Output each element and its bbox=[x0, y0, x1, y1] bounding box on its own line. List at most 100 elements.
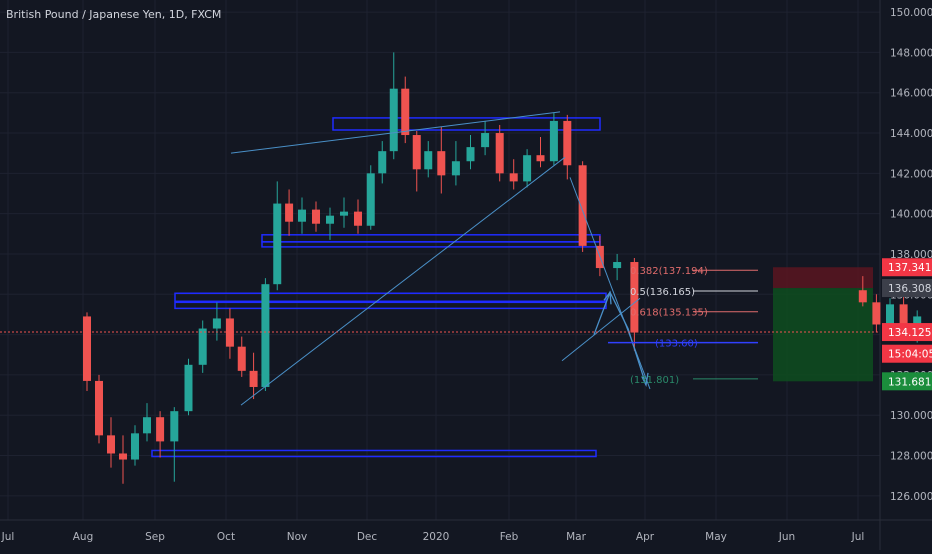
candle bbox=[509, 159, 518, 190]
candle bbox=[156, 411, 165, 458]
trendline-support bbox=[561, 297, 641, 362]
candle-body bbox=[495, 133, 504, 174]
candle bbox=[119, 435, 127, 484]
candle-body bbox=[312, 209, 320, 224]
candle bbox=[578, 161, 587, 252]
candles bbox=[83, 52, 922, 484]
trendline-lower bbox=[240, 156, 566, 406]
candle bbox=[261, 278, 270, 392]
candle-body bbox=[613, 262, 622, 269]
candle-body bbox=[412, 135, 421, 170]
candle-body bbox=[298, 209, 306, 222]
candle bbox=[613, 253, 622, 281]
price-tick-label: 126.000 bbox=[890, 491, 932, 503]
candle bbox=[466, 135, 475, 170]
fib-level-label: 0.382(137.194) bbox=[630, 266, 708, 277]
candle bbox=[536, 137, 545, 168]
candle-body bbox=[899, 304, 908, 331]
candle bbox=[83, 312, 91, 392]
candle-body bbox=[401, 88, 410, 136]
candle-body bbox=[107, 435, 115, 454]
candle bbox=[212, 302, 221, 341]
stop-loss-zone bbox=[773, 267, 873, 289]
candle bbox=[481, 120, 490, 156]
candle-body bbox=[378, 151, 387, 174]
candle-body bbox=[170, 411, 179, 442]
time-tick-label: Apr bbox=[636, 531, 655, 543]
candle-body bbox=[143, 417, 151, 434]
candle bbox=[285, 189, 294, 236]
fib-level-label: (133.60) bbox=[655, 339, 698, 350]
candle bbox=[143, 403, 151, 442]
candle-body bbox=[354, 211, 362, 226]
candle-body bbox=[340, 211, 348, 216]
grid bbox=[0, 0, 880, 520]
candle-body bbox=[523, 155, 532, 182]
time-tick-label: Feb bbox=[500, 531, 519, 543]
candle-body bbox=[198, 328, 207, 365]
candle-body bbox=[237, 346, 246, 371]
candle-body bbox=[273, 203, 282, 285]
candle bbox=[424, 141, 433, 178]
trendline-upper bbox=[230, 111, 561, 154]
candle bbox=[131, 425, 139, 466]
price-label-box bbox=[882, 344, 932, 363]
arrow-head bbox=[603, 290, 612, 305]
candle bbox=[326, 207, 334, 240]
candle bbox=[184, 358, 193, 416]
candle bbox=[312, 201, 320, 232]
candle-body bbox=[466, 147, 475, 162]
candle bbox=[549, 112, 558, 166]
candle-body bbox=[389, 88, 398, 152]
candle bbox=[378, 141, 387, 184]
candle bbox=[630, 257, 639, 351]
price-label-box bbox=[882, 323, 932, 342]
candle bbox=[495, 124, 504, 182]
candle bbox=[198, 320, 207, 373]
time-tick-label: Nov bbox=[287, 531, 308, 543]
candle bbox=[858, 276, 867, 307]
price-label: 15:04:05 bbox=[888, 349, 932, 361]
price-label-box bbox=[882, 258, 932, 277]
candle-body bbox=[212, 318, 221, 329]
candle bbox=[401, 76, 410, 144]
candle-body bbox=[481, 133, 490, 148]
price-label-box bbox=[882, 372, 932, 391]
time-tick-label: Jun bbox=[778, 531, 795, 543]
candle bbox=[273, 181, 282, 291]
time-tick-label: Dec bbox=[357, 531, 378, 543]
price-tick-label: 148.000 bbox=[890, 47, 932, 59]
price-tick-label: 146.000 bbox=[890, 88, 932, 100]
candle-body bbox=[261, 284, 270, 387]
chart-title: British Pound / Japanese Yen, 1D, FXCM bbox=[6, 8, 222, 21]
price-label: 131.681 bbox=[888, 376, 931, 388]
candle bbox=[298, 197, 306, 234]
candle bbox=[95, 374, 103, 444]
candle-body bbox=[249, 370, 258, 387]
candle-body bbox=[119, 453, 127, 460]
candle-body bbox=[156, 417, 165, 442]
time-tick-label: Aug bbox=[73, 531, 94, 543]
candle bbox=[225, 308, 234, 359]
candle-body bbox=[131, 433, 139, 460]
candle bbox=[872, 294, 881, 333]
candle-body bbox=[630, 262, 639, 333]
candle-body bbox=[563, 120, 572, 166]
price-label: 137.341 bbox=[888, 262, 931, 274]
price-tick-label: 130.000 bbox=[890, 410, 932, 422]
support-resistance-zone bbox=[332, 117, 601, 131]
candle-body bbox=[536, 155, 545, 162]
candle-body bbox=[872, 302, 881, 325]
candle bbox=[412, 131, 421, 192]
candle-body bbox=[285, 203, 294, 222]
candle-body bbox=[95, 380, 103, 436]
time-tick-label: 2020 bbox=[423, 531, 450, 543]
candle-body bbox=[326, 215, 334, 224]
candle-body bbox=[424, 151, 433, 170]
time-tick-label: Jul bbox=[851, 531, 865, 543]
candle bbox=[451, 141, 460, 186]
arrow-head bbox=[641, 372, 649, 388]
projected-path-arrow bbox=[593, 290, 647, 386]
